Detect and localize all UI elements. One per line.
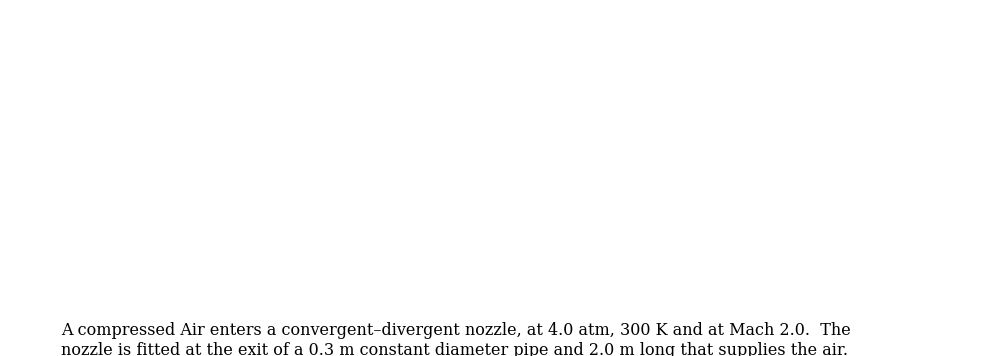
Text: nozzle is fitted at the exit of a 0.3 m constant diameter pipe and 2.0 m long th: nozzle is fitted at the exit of a 0.3 m … — [61, 342, 848, 356]
Text: A compressed Air enters a convergent–divergent nozzle, at 4.0 atm, 300 K and at : A compressed Air enters a convergent–div… — [61, 322, 851, 339]
